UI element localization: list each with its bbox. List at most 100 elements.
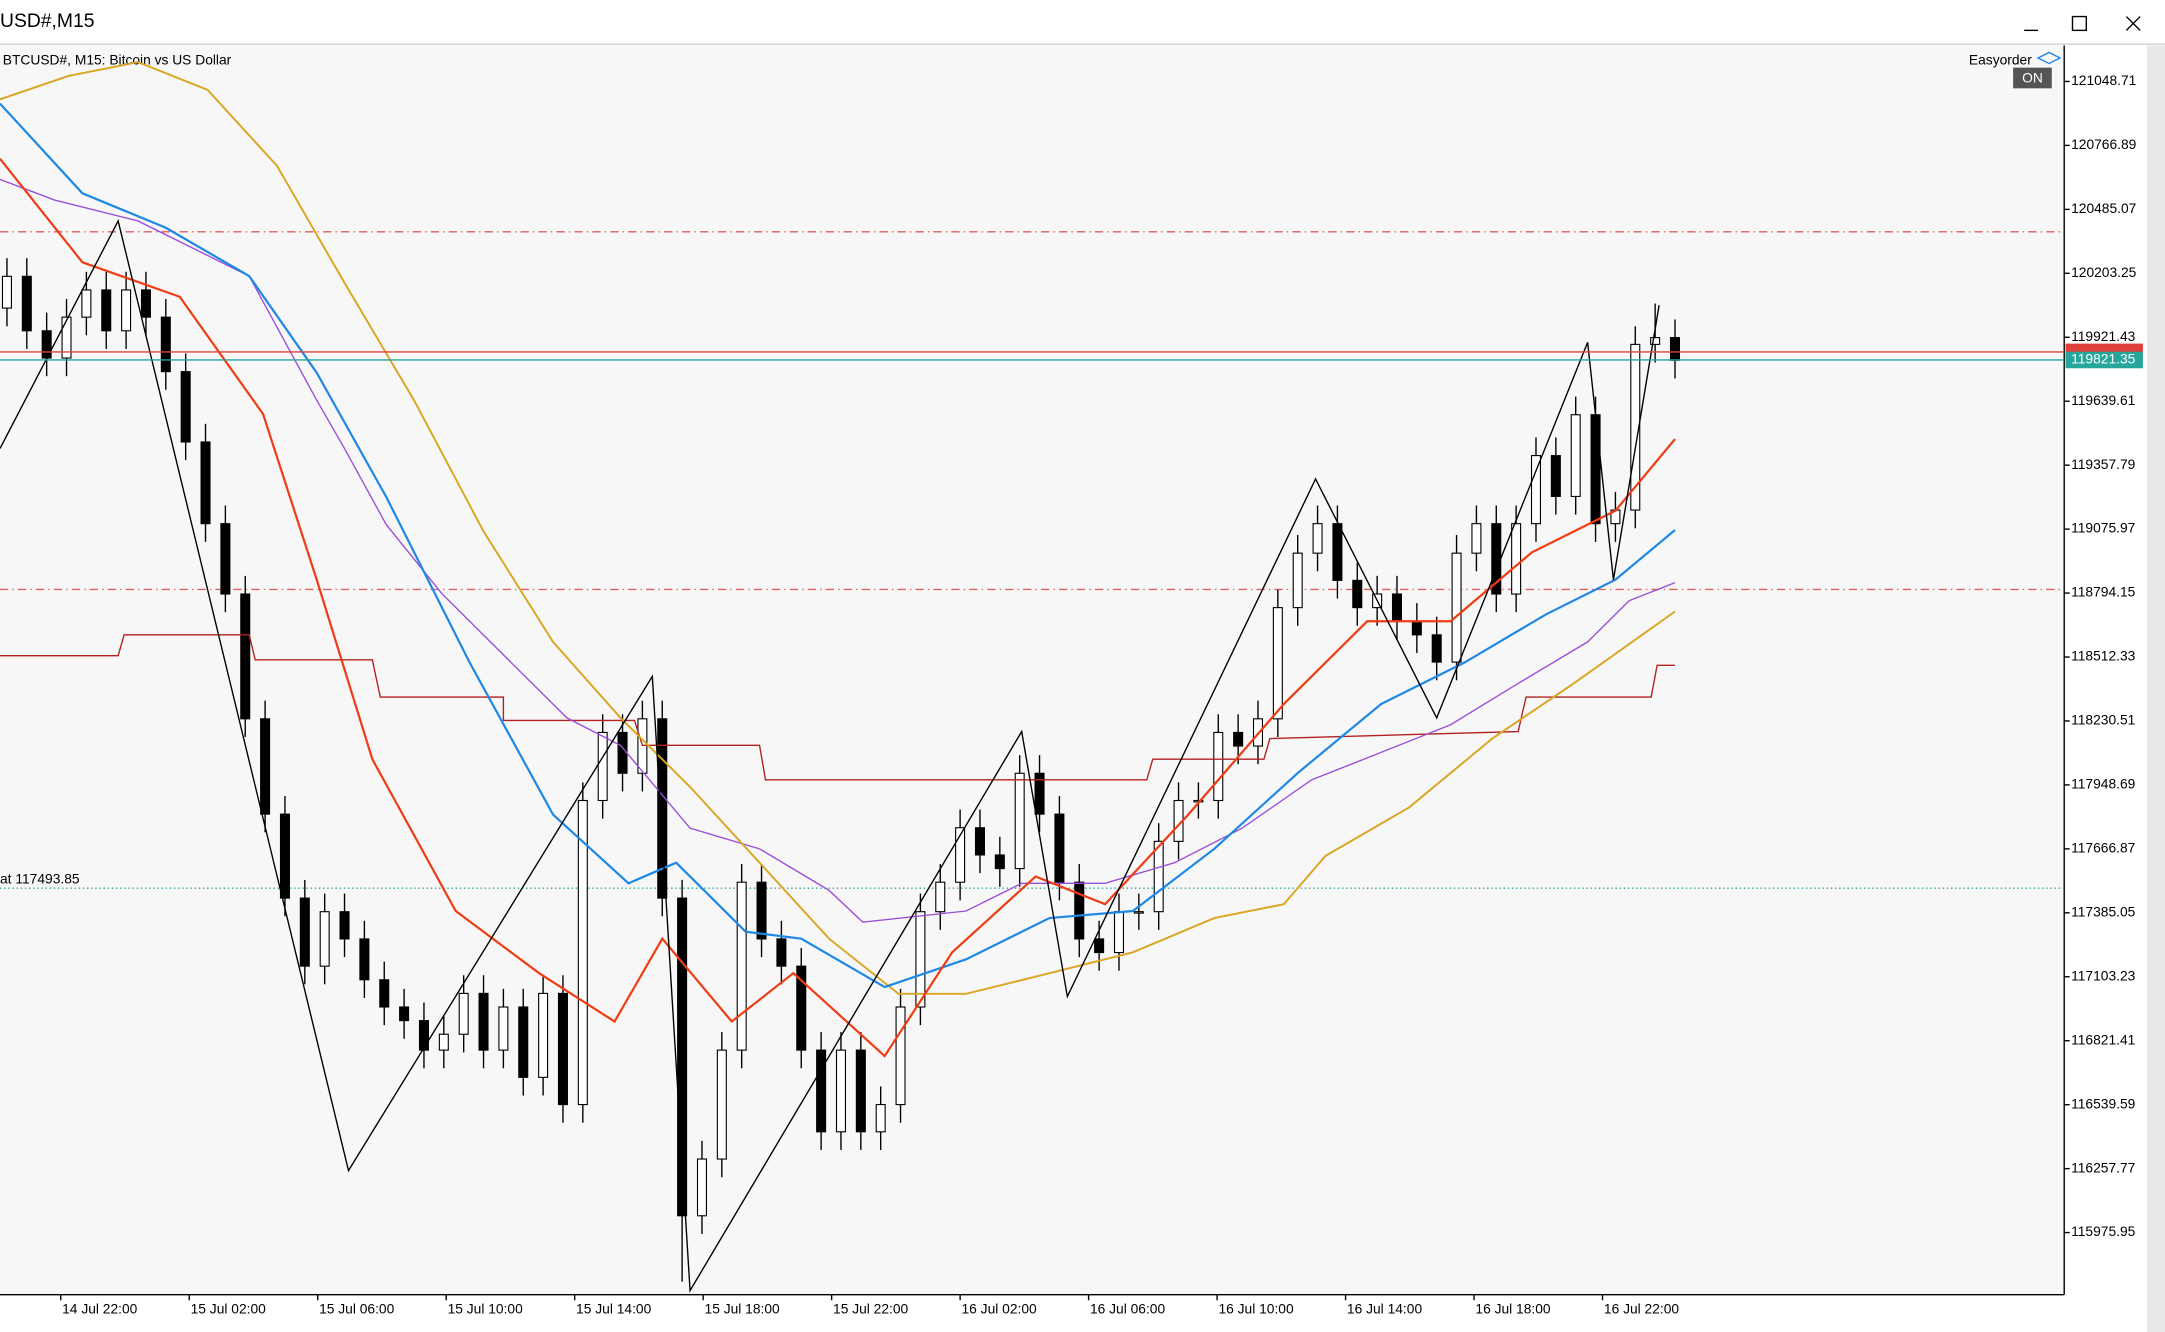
close-button[interactable] xyxy=(2125,16,2141,31)
candle-body xyxy=(61,316,72,359)
candle-body xyxy=(518,1006,529,1078)
candle-body xyxy=(696,1158,707,1217)
candle-body xyxy=(835,1049,846,1133)
on-button[interactable] xyxy=(2013,67,2052,89)
candle-body xyxy=(617,731,628,774)
candle-body xyxy=(260,718,271,815)
y-tick-label: 117666.87 xyxy=(2071,841,2135,856)
ask-label: 119821.35 xyxy=(2071,352,2136,367)
candle-body xyxy=(180,371,191,443)
candle-body xyxy=(200,441,211,525)
candle-body xyxy=(1669,337,1681,361)
candle-body xyxy=(101,289,112,332)
candle-body xyxy=(1451,552,1462,663)
y-tick-label: 118794.15 xyxy=(2071,585,2136,600)
alert-label: at 117493.85 xyxy=(0,871,80,886)
candle-body xyxy=(796,965,807,1051)
candle-body xyxy=(1550,455,1561,497)
candle-body xyxy=(1272,607,1283,720)
x-tick-label: 15 Jul 02:00 xyxy=(191,1302,267,1317)
candle-body xyxy=(1233,731,1244,747)
y-tick-label: 117103.23 xyxy=(2071,968,2136,983)
y-tick-label: 119075.97 xyxy=(2071,521,2135,536)
y-tick-label: 120485.07 xyxy=(2071,201,2136,216)
indicator-line xyxy=(0,61,1676,995)
on-button-label[interactable]: ON xyxy=(2022,70,2043,85)
candle-body xyxy=(1113,911,1125,954)
candle-body xyxy=(1133,911,1144,914)
y-tick-label: 121048.71 xyxy=(2071,73,2136,88)
candle-body xyxy=(418,1020,429,1051)
candle-body xyxy=(1650,337,1661,345)
candle-body xyxy=(875,1104,886,1133)
y-tick-label: 117948.69 xyxy=(2071,777,2136,792)
candle-body xyxy=(1511,523,1522,595)
candle-body xyxy=(399,1006,410,1022)
candle-body xyxy=(1213,731,1224,802)
candle-body xyxy=(1054,813,1065,883)
x-tick-label: 16 Jul 22:00 xyxy=(1604,1302,1680,1317)
x-tick-label: 15 Jul 06:00 xyxy=(319,1302,395,1317)
chart-subtitle: BTCUSD#, M15: Bitcoin vs US Dollar xyxy=(3,52,232,67)
y-tick-label: 118230.51 xyxy=(2071,713,2135,728)
candle-body xyxy=(1570,414,1581,497)
candle-body xyxy=(994,854,1005,870)
candle-body xyxy=(1471,523,1482,554)
candle-body xyxy=(240,593,251,720)
x-tick-label: 16 Jul 02:00 xyxy=(961,1302,1037,1317)
candle-body xyxy=(1153,840,1164,913)
candle-body xyxy=(339,911,350,940)
x-tick-label: 15 Jul 22:00 xyxy=(833,1302,909,1317)
candle-body xyxy=(597,731,608,802)
ask-marker xyxy=(2065,351,2143,369)
candle-body xyxy=(1074,881,1085,940)
candle-body xyxy=(736,881,747,1051)
candle-body xyxy=(577,799,588,1106)
candle-body xyxy=(657,718,668,899)
indicator-line xyxy=(0,102,1676,989)
y-tick-label: 119639.61 xyxy=(2071,393,2135,408)
candle-body xyxy=(319,911,330,967)
candle-body xyxy=(1630,343,1641,511)
candle-body xyxy=(379,979,390,1008)
candle-body xyxy=(816,1049,827,1133)
x-tick-label: 16 Jul 10:00 xyxy=(1218,1302,1294,1317)
candle-body xyxy=(220,523,231,595)
candle-body xyxy=(140,289,151,318)
candle-body xyxy=(1014,772,1025,870)
y-tick-label: 118512.33 xyxy=(2071,649,2136,664)
candle-body xyxy=(776,938,787,967)
candle-body xyxy=(1391,593,1403,622)
candle-body xyxy=(1,275,12,309)
plot: 121048.71 120766.89 120485.07 120203.25 1199… xyxy=(0,61,2143,1317)
candle-body xyxy=(1411,620,1422,636)
indicator-line xyxy=(0,634,1675,781)
candle-body xyxy=(498,1006,509,1051)
indicator-line xyxy=(0,158,1676,1058)
candle-body xyxy=(1352,579,1363,609)
candle-body xyxy=(1332,523,1343,581)
candle-body xyxy=(1312,523,1323,554)
y-tick-label: 119921.43 xyxy=(2071,329,2136,344)
candle-body xyxy=(855,1049,866,1133)
candle-body xyxy=(1094,938,1105,954)
candle-body xyxy=(1034,772,1045,815)
y-tick-label: 117385.05 xyxy=(2071,904,2136,919)
candle-body xyxy=(756,881,767,940)
candle-body xyxy=(895,1006,906,1106)
x-tick-label: 15 Jul 10:00 xyxy=(448,1302,524,1317)
x-tick-label: 16 Jul 18:00 xyxy=(1475,1302,1551,1317)
indicator-line xyxy=(0,178,1676,923)
x-tick-label: 14 Jul 22:00 xyxy=(62,1302,138,1317)
maximize-button[interactable] xyxy=(2071,15,2087,32)
candle-body xyxy=(299,897,310,967)
y-tick-label: 119357.79 xyxy=(2071,457,2136,472)
y-tick-label: 116257.77 xyxy=(2071,1160,2135,1175)
candle-body xyxy=(1292,552,1303,609)
title-bar xyxy=(0,0,2165,45)
y-tick-label: 120766.89 xyxy=(2071,137,2137,152)
candle-body xyxy=(458,992,469,1035)
candle-body xyxy=(21,275,32,332)
candle-body xyxy=(716,1049,727,1160)
